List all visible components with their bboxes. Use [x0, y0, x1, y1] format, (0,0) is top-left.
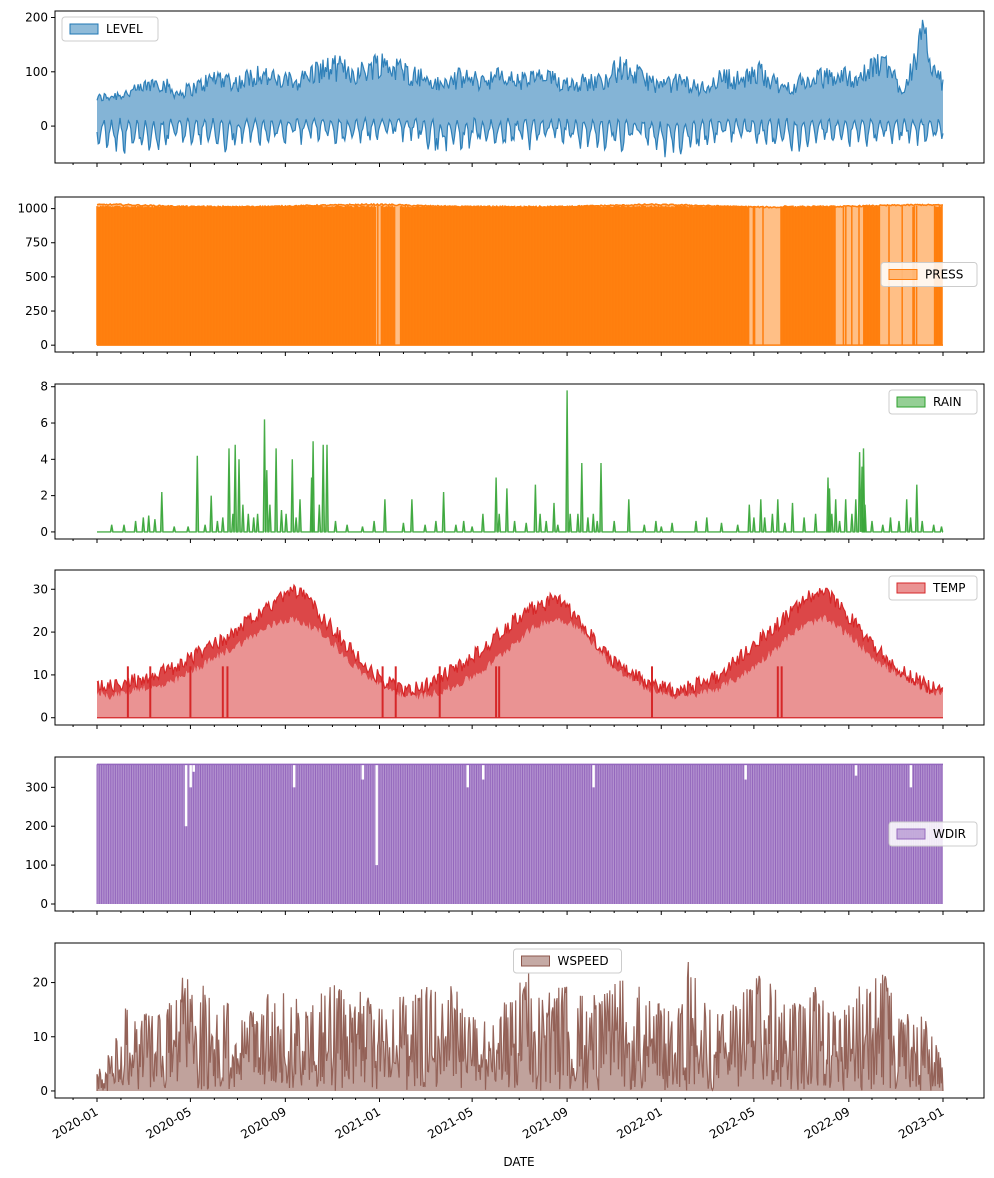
y-tick-label-level: 0	[40, 119, 48, 133]
y-tick-label-level: 200	[25, 11, 48, 25]
area-rain	[97, 390, 943, 532]
plot-area-temp	[96, 583, 944, 719]
y-tick-label-temp: 0	[40, 711, 48, 725]
legend-label: WDIR	[933, 827, 966, 841]
legend-label: LEVEL	[106, 22, 143, 36]
plot-area-rain	[97, 390, 944, 533]
legend-swatch	[896, 582, 926, 594]
y-tick-label-wdir: 0	[40, 897, 48, 911]
y-tick-label-wspeed: 0	[40, 1084, 48, 1098]
legend-wdir: WDIR	[888, 821, 978, 847]
y-tick-label-rain: 8	[40, 380, 48, 394]
x-axis-label: DATE	[503, 1155, 534, 1169]
legend-press: PRESS	[880, 262, 978, 287]
legend-swatch	[888, 269, 918, 280]
y-tick-label-rain: 2	[40, 489, 48, 503]
legend-label: WSPEED	[558, 954, 609, 968]
x-tick-label: 2022-09	[802, 1104, 852, 1141]
x-tick-label: 2021-05	[425, 1104, 475, 1141]
x-tick-label: 2022-05	[707, 1104, 757, 1141]
y-tick-label-press: 0	[40, 338, 48, 352]
x-tick-label: 2022-01	[614, 1104, 664, 1141]
x-tick-label: 2021-01	[333, 1104, 383, 1141]
y-tick-label-rain: 6	[40, 416, 48, 430]
legend-rain: RAIN	[888, 389, 978, 415]
panel-wdir: 0 100 200 300 WDIR	[25, 756, 985, 915]
y-tick-label-press: 500	[25, 270, 48, 284]
legend-box	[888, 821, 978, 847]
line-press	[96, 202, 943, 209]
plot-area-wspeed	[96, 961, 944, 1092]
x-tick-label: 2023-01	[896, 1104, 946, 1141]
legend-box	[888, 575, 978, 601]
legend-label: PRESS	[925, 268, 963, 282]
legend-level: LEVEL	[61, 16, 159, 42]
x-tick-label: 2020-05	[143, 1104, 193, 1141]
band-temp	[97, 585, 943, 701]
legend-swatch	[69, 23, 99, 35]
y-tick-label-wdir: 200	[25, 819, 48, 833]
plot-area-press	[96, 202, 943, 346]
y-tick-label-rain: 4	[40, 452, 48, 466]
y-tick-label-temp: 20	[33, 625, 48, 639]
temp-dropouts	[126, 666, 783, 718]
y-tick-label-press: 750	[25, 236, 48, 250]
legend-wspeed: WSPEED	[513, 948, 622, 974]
y-tick-label-wdir: 300	[25, 780, 48, 794]
line-temp	[96, 583, 944, 697]
x-tick-label: 2020-01	[50, 1104, 100, 1141]
y-tick-label-level: 100	[25, 65, 48, 79]
y-tick-label-rain: 0	[40, 525, 48, 539]
y-tick-label-temp: 30	[33, 582, 48, 596]
legend-label: RAIN	[933, 395, 962, 409]
panel-wspeed: 0 10 20 WSPEED	[33, 942, 985, 1102]
plot-area-wdir	[96, 763, 943, 904]
plot-area-level	[96, 19, 944, 158]
panels: 0100200LEVEL02505007501000PRESS02468RAIN…	[17, 10, 985, 1102]
x-tick-label: 2021-09	[520, 1104, 570, 1141]
y-tick-label-wspeed: 10	[33, 1030, 48, 1044]
panel-rain: 0 2 4 6 8 RAIN	[40, 380, 985, 543]
line-level-lower	[96, 115, 944, 158]
legend-swatch	[896, 396, 926, 408]
wdir-gaps	[184, 763, 913, 866]
y-tick-label-press: 1000	[17, 202, 48, 216]
line-level-upper	[96, 19, 944, 102]
shared-date-axis: 2020-01 2020-05 2020-09 2021-01 2021-05 2021-…	[50, 1104, 946, 1141]
y-tick-label-press: 250	[25, 304, 48, 318]
y-tick-label-wdir: 100	[25, 858, 48, 872]
y-tick-label-temp: 10	[33, 668, 48, 682]
legend-label: TEMP	[932, 581, 966, 595]
press-traces	[96, 205, 943, 346]
legend-temp: TEMP	[888, 575, 978, 601]
panel-press: 0 250 500 750 1000 PRESS	[17, 196, 985, 356]
area-temp	[97, 615, 943, 718]
x-tick-label: 2020-09	[238, 1104, 288, 1141]
legend-box	[61, 16, 159, 42]
legend-box	[513, 948, 622, 974]
line-rain	[97, 390, 944, 533]
line-wspeed	[96, 961, 944, 1092]
legend-swatch	[896, 828, 926, 840]
legend-box	[888, 389, 978, 415]
wdir-traces	[96, 764, 942, 904]
legend-swatch	[521, 955, 550, 967]
y-tick-label-wspeed: 20	[33, 976, 48, 990]
panel-level: 0 100 200 LEVEL	[25, 10, 985, 167]
legend-box	[880, 262, 978, 287]
panel-temp: 0 10 20 30 TEMP	[33, 569, 985, 729]
area-level	[97, 19, 943, 158]
